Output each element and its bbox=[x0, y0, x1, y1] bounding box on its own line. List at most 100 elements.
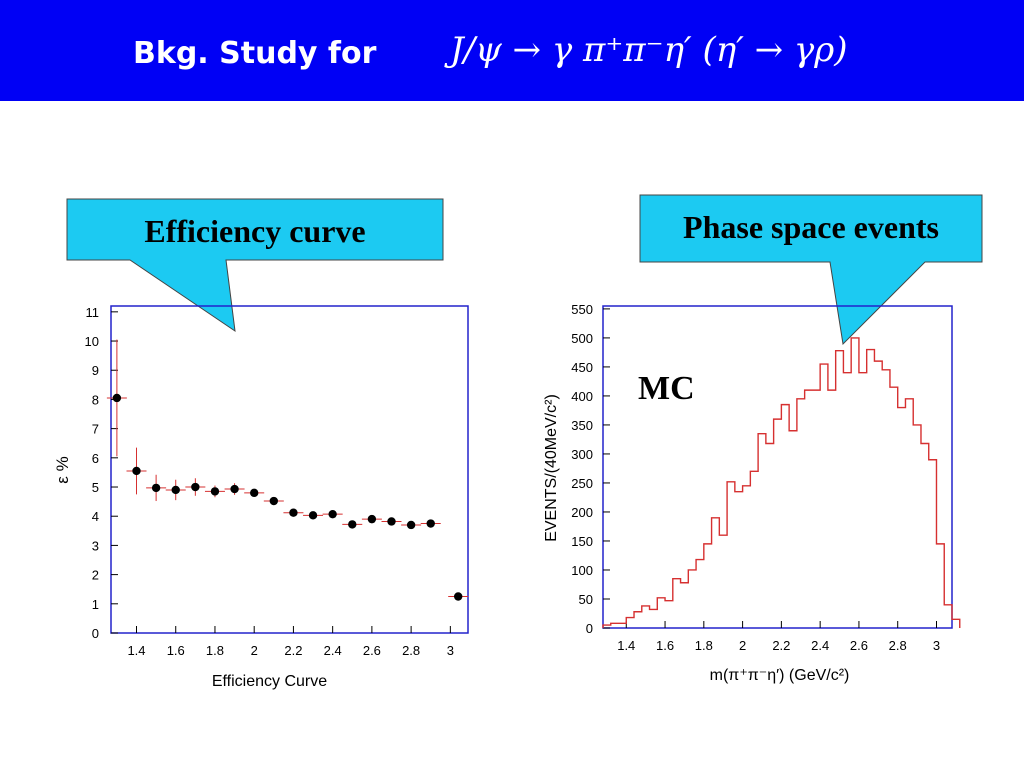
data-point bbox=[230, 484, 239, 494]
data-point bbox=[406, 520, 416, 530]
histogram-bin bbox=[944, 605, 952, 628]
y-tick-label: 10 bbox=[85, 334, 99, 349]
x-tick-label: 2.4 bbox=[811, 638, 829, 653]
y-tick-label: 100 bbox=[571, 563, 593, 578]
title-formula: J/ψ → γ π⁺π⁻η′ (η′ → γρ) bbox=[450, 30, 848, 70]
histogram-line bbox=[602, 337, 961, 628]
data-point bbox=[453, 592, 463, 601]
data-point bbox=[387, 517, 396, 526]
data-point bbox=[426, 519, 435, 528]
data-point bbox=[171, 485, 180, 495]
y-axis-label: ε % bbox=[53, 456, 72, 483]
y-tick-label: 550 bbox=[571, 302, 593, 317]
x-tick-label: 3 bbox=[447, 643, 454, 658]
y-tick-label: 6 bbox=[92, 451, 99, 466]
y-tick-label: 150 bbox=[571, 534, 593, 549]
histogram-bin bbox=[688, 570, 696, 628]
data-point bbox=[308, 511, 318, 520]
y-tick-label: 7 bbox=[92, 422, 99, 437]
data-point bbox=[328, 509, 337, 519]
y-tick-label: 3 bbox=[92, 538, 99, 553]
histogram-bin bbox=[836, 351, 844, 628]
histogram-bin bbox=[735, 492, 743, 628]
x-tick-label: 2 bbox=[739, 638, 746, 653]
x-tick-label: 2.4 bbox=[324, 643, 342, 658]
x-tick-label: 1.8 bbox=[695, 638, 713, 653]
histogram-bin bbox=[929, 460, 937, 628]
histogram-bin bbox=[634, 612, 642, 628]
x-tick-label: 1.4 bbox=[127, 643, 145, 658]
histogram-bin bbox=[642, 606, 650, 628]
histogram-bin bbox=[719, 535, 727, 628]
histogram-bin bbox=[874, 361, 882, 628]
data-point bbox=[151, 483, 161, 493]
y-tick-label: 9 bbox=[92, 363, 99, 378]
histogram-bin bbox=[650, 609, 658, 628]
x-tick-label: 2.8 bbox=[889, 638, 907, 653]
data-point bbox=[210, 487, 220, 496]
y-tick-label: 11 bbox=[86, 305, 100, 320]
callout-efficiency-label: Efficiency curve bbox=[144, 213, 365, 249]
histogram-bin bbox=[626, 618, 634, 628]
plot-frame bbox=[602, 305, 953, 629]
callout-phase-label: Phase space events bbox=[683, 209, 939, 245]
y-tick-label: 50 bbox=[579, 592, 593, 607]
callout-efficiency-shape bbox=[66, 198, 444, 333]
y-tick-label: 400 bbox=[571, 389, 593, 404]
y-tick-label: 300 bbox=[571, 447, 593, 462]
x-tick-label: 1.6 bbox=[656, 638, 674, 653]
histogram-bin bbox=[859, 373, 867, 628]
data-point bbox=[367, 514, 377, 524]
x-axis-label: Efficiency Curve bbox=[212, 673, 327, 690]
data-point bbox=[191, 482, 200, 492]
histogram-bin bbox=[851, 338, 859, 628]
y-tick-label: 8 bbox=[92, 392, 99, 407]
x-tick-label: 1.8 bbox=[206, 643, 224, 658]
x-tick-label: 1.6 bbox=[167, 643, 185, 658]
histogram-bin bbox=[797, 399, 805, 628]
y-tick-label: 0 bbox=[586, 621, 593, 636]
histogram-bin bbox=[781, 405, 789, 628]
y-tick-label: 500 bbox=[571, 331, 593, 346]
histogram-bin bbox=[921, 444, 929, 628]
histogram-bin bbox=[774, 419, 782, 628]
callout-phase-shape bbox=[639, 194, 983, 346]
y-tick-label: 200 bbox=[571, 505, 593, 520]
x-axis-label: m(π⁺π⁻η′) (GeV/c²) bbox=[710, 667, 850, 684]
histogram-bin bbox=[905, 399, 913, 628]
x-tick-label: 2 bbox=[251, 643, 258, 658]
histogram-bin bbox=[673, 579, 681, 628]
histogram-bin bbox=[828, 390, 836, 628]
histogram-bin bbox=[681, 583, 689, 628]
histogram-bin bbox=[952, 619, 960, 628]
y-tick-label: 1 bbox=[92, 597, 99, 612]
histogram-bin bbox=[913, 425, 921, 628]
x-tick-label: 2.2 bbox=[772, 638, 790, 653]
histogram-bin bbox=[743, 486, 751, 628]
data-point bbox=[132, 466, 141, 476]
histogram-bin bbox=[665, 601, 673, 628]
histogram-bin bbox=[805, 390, 813, 628]
data-point bbox=[269, 496, 279, 506]
histogram-bin bbox=[657, 598, 665, 628]
histogram-bin bbox=[820, 364, 828, 628]
histogram-bin bbox=[936, 544, 944, 628]
y-tick-label: 2 bbox=[92, 568, 99, 583]
y-tick-label: 350 bbox=[571, 418, 593, 433]
data-point bbox=[112, 393, 122, 403]
histogram-bin bbox=[882, 370, 890, 628]
histogram-bin bbox=[727, 482, 735, 628]
y-axis-label: EVENTS/(40MeV/c²) bbox=[543, 394, 560, 542]
histogram-bin bbox=[704, 544, 712, 628]
y-tick-label: 450 bbox=[571, 360, 593, 375]
y-tick-label: 250 bbox=[571, 476, 593, 491]
title-bar: Bkg. Study for J/ψ → γ π⁺π⁻η′ (η′ → γρ) bbox=[0, 0, 1024, 101]
plot-frame bbox=[110, 305, 469, 634]
histogram-bin bbox=[696, 560, 704, 628]
histogram-bin bbox=[890, 387, 898, 628]
x-tick-label: 2.8 bbox=[402, 643, 420, 658]
x-tick-label: 3 bbox=[933, 638, 940, 653]
